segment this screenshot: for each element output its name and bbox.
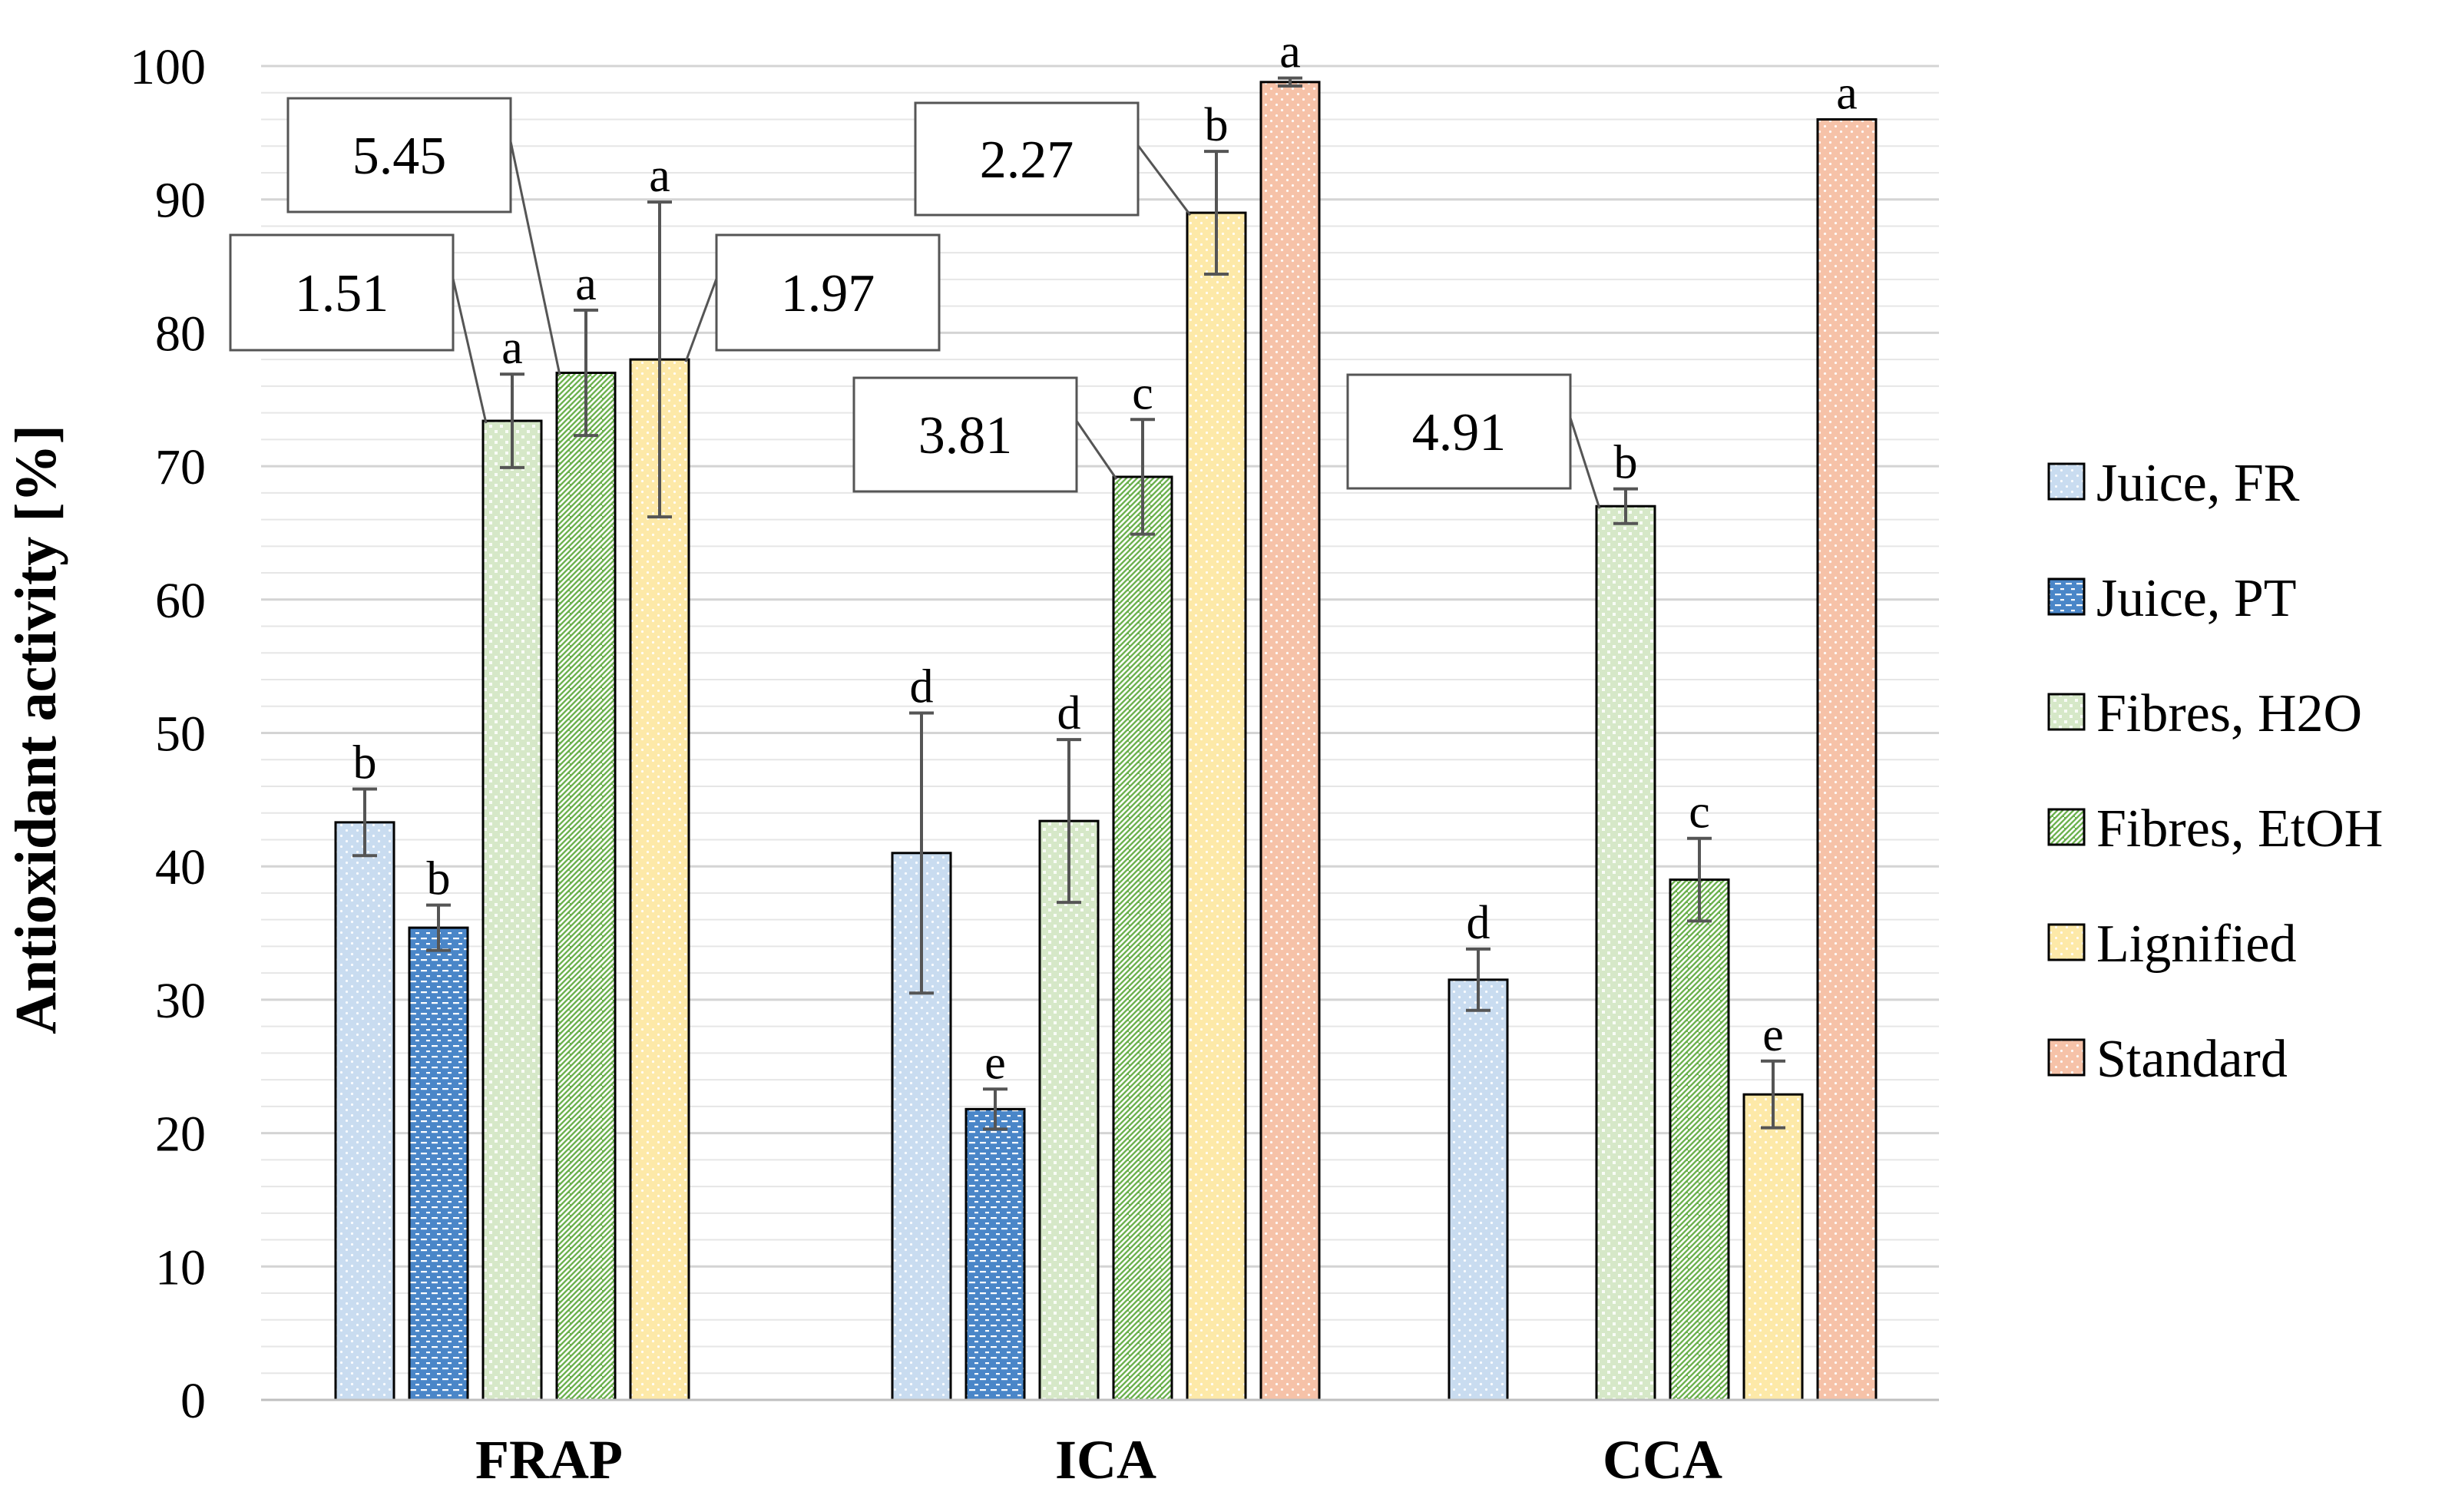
error-bar-fibres-h2o-frap bbox=[500, 372, 524, 469]
legend-label: Standard bbox=[2096, 1030, 2288, 1089]
bar-juice-fr-frap bbox=[334, 821, 395, 1401]
y-tick-label: 40 bbox=[155, 839, 206, 895]
bar-fibres-h2o-ica bbox=[1038, 819, 1100, 1401]
error-bar-fibres-etoh-ica bbox=[1130, 418, 1155, 536]
y-tick-label: 10 bbox=[155, 1239, 206, 1295]
callout-value: 1.51 bbox=[295, 264, 389, 323]
category-label-ica: ICA bbox=[1055, 1429, 1156, 1490]
callout-4-91: 4.91 bbox=[1346, 373, 1601, 509]
legend-swatch bbox=[2047, 577, 2086, 616]
legend-label: Juice, FR bbox=[2096, 454, 2300, 513]
bar-lignified-ica bbox=[1186, 211, 1247, 1401]
y-tick-label: 70 bbox=[155, 439, 206, 495]
bar-fibres-etoh-ica bbox=[1112, 475, 1173, 1401]
bar-standard-cca bbox=[1816, 117, 1878, 1401]
bar-fibres-etoh-cca bbox=[1669, 878, 1730, 1401]
significance-letter: b bbox=[427, 853, 451, 905]
legend-item-lignified: Lignified bbox=[2047, 915, 2296, 974]
significance-letter: a bbox=[1279, 26, 1301, 78]
error-bar-juice-fr-ica bbox=[909, 711, 934, 995]
y-tick-label: 0 bbox=[180, 1373, 206, 1429]
error-bar-fibres-h2o-ica bbox=[1057, 738, 1081, 905]
callout-value: 2.27 bbox=[980, 131, 1074, 190]
y-tick-label: 20 bbox=[155, 1107, 206, 1163]
error-bar-lignified-cca bbox=[1761, 1059, 1785, 1130]
significance-letter: c bbox=[1689, 786, 1710, 839]
bar-juice-fr-cca bbox=[1448, 978, 1509, 1401]
callout-5-45: 5.45 bbox=[286, 97, 561, 376]
error-bar-fibres-etoh-frap bbox=[574, 308, 598, 438]
callout-value: 1.97 bbox=[781, 264, 875, 323]
significance-letter: a bbox=[649, 150, 670, 202]
bar-lignified-frap bbox=[629, 358, 690, 1401]
category-label-frap: FRAP bbox=[475, 1429, 623, 1490]
bar-juice-pt-ica bbox=[964, 1107, 1026, 1401]
significance-letter: b bbox=[353, 736, 377, 789]
significance-letter: e bbox=[1762, 1009, 1784, 1061]
significance-letter: a bbox=[1836, 67, 1858, 119]
legend-item-juice-fr: Juice, FR bbox=[2047, 454, 2300, 513]
legend-label: Fibres, H2O bbox=[2096, 684, 2362, 743]
significance-letter: c bbox=[1132, 367, 1153, 419]
error-bar-juice-pt-frap bbox=[426, 903, 451, 952]
error-bar-lignified-frap bbox=[647, 200, 672, 519]
legend-swatch bbox=[2047, 808, 2086, 846]
error-bar-standard-ica bbox=[1278, 76, 1302, 88]
significance-letter: b bbox=[1614, 437, 1638, 489]
bar-lignified-cca bbox=[1742, 1093, 1804, 1401]
callout-value: 4.91 bbox=[1412, 403, 1507, 462]
significance-letter: d bbox=[1057, 687, 1081, 739]
legend-item-fibres-etoh: Fibres, EtOH bbox=[2047, 799, 2383, 859]
legend-item-standard: Standard bbox=[2047, 1030, 2288, 1089]
callout-1-97: 1.97 bbox=[684, 233, 941, 362]
error-bar-lignified-ica bbox=[1204, 150, 1229, 276]
error-bar-fibres-etoh-cca bbox=[1687, 836, 1712, 923]
y-tick-label: 50 bbox=[155, 706, 206, 763]
y-tick-label: 100 bbox=[130, 39, 206, 95]
bar-fibres-etoh-frap bbox=[555, 372, 617, 1401]
bar-fibres-h2o-frap bbox=[481, 419, 543, 1401]
legend-item-juice-pt: Juice, PT bbox=[2047, 569, 2297, 628]
significance-letter: d bbox=[910, 660, 934, 713]
significance-letter: b bbox=[1205, 99, 1229, 151]
legend-swatch bbox=[2047, 462, 2086, 501]
legend-swatch bbox=[2047, 693, 2086, 731]
significance-letter: d bbox=[1467, 897, 1491, 949]
legend-label: Juice, PT bbox=[2096, 569, 2297, 628]
significance-letter: e bbox=[984, 1037, 1006, 1089]
error-bar-fibres-h2o-cca bbox=[1613, 487, 1638, 525]
significance-letter: a bbox=[575, 258, 597, 310]
legend-label: Lignified bbox=[2096, 915, 2296, 974]
category-label-cca: CCA bbox=[1603, 1429, 1722, 1490]
y-axis-title: Antioxidant activity [%] bbox=[4, 425, 68, 1034]
y-tick-label: 90 bbox=[155, 173, 206, 229]
callout-3-81: 3.81 bbox=[852, 376, 1118, 493]
callout-value: 5.45 bbox=[352, 127, 447, 186]
error-bar-juice-fr-cca bbox=[1466, 947, 1491, 1012]
legend-swatch bbox=[2047, 1038, 2086, 1077]
y-tick-label: 80 bbox=[155, 306, 206, 362]
bar-fibres-h2o-cca bbox=[1595, 505, 1656, 1401]
callout-1-51: 1.51 bbox=[229, 233, 488, 424]
callout-2-27: 2.27 bbox=[914, 101, 1192, 217]
y-tick-label: 30 bbox=[155, 973, 206, 1029]
significance-letter: a bbox=[501, 322, 523, 374]
legend-label: Fibres, EtOH bbox=[2096, 799, 2383, 859]
y-tick-label: 60 bbox=[155, 573, 206, 629]
legend-swatch bbox=[2047, 923, 2086, 961]
error-bar-juice-fr-frap bbox=[352, 787, 377, 858]
bar-juice-pt-frap bbox=[408, 926, 469, 1401]
bar-standard-ica bbox=[1259, 81, 1321, 1401]
legend-item-fibres-h2o: Fibres, H2O bbox=[2047, 684, 2362, 743]
callout-value: 3.81 bbox=[918, 406, 1013, 465]
error-bar-juice-pt-ica bbox=[983, 1087, 1007, 1131]
